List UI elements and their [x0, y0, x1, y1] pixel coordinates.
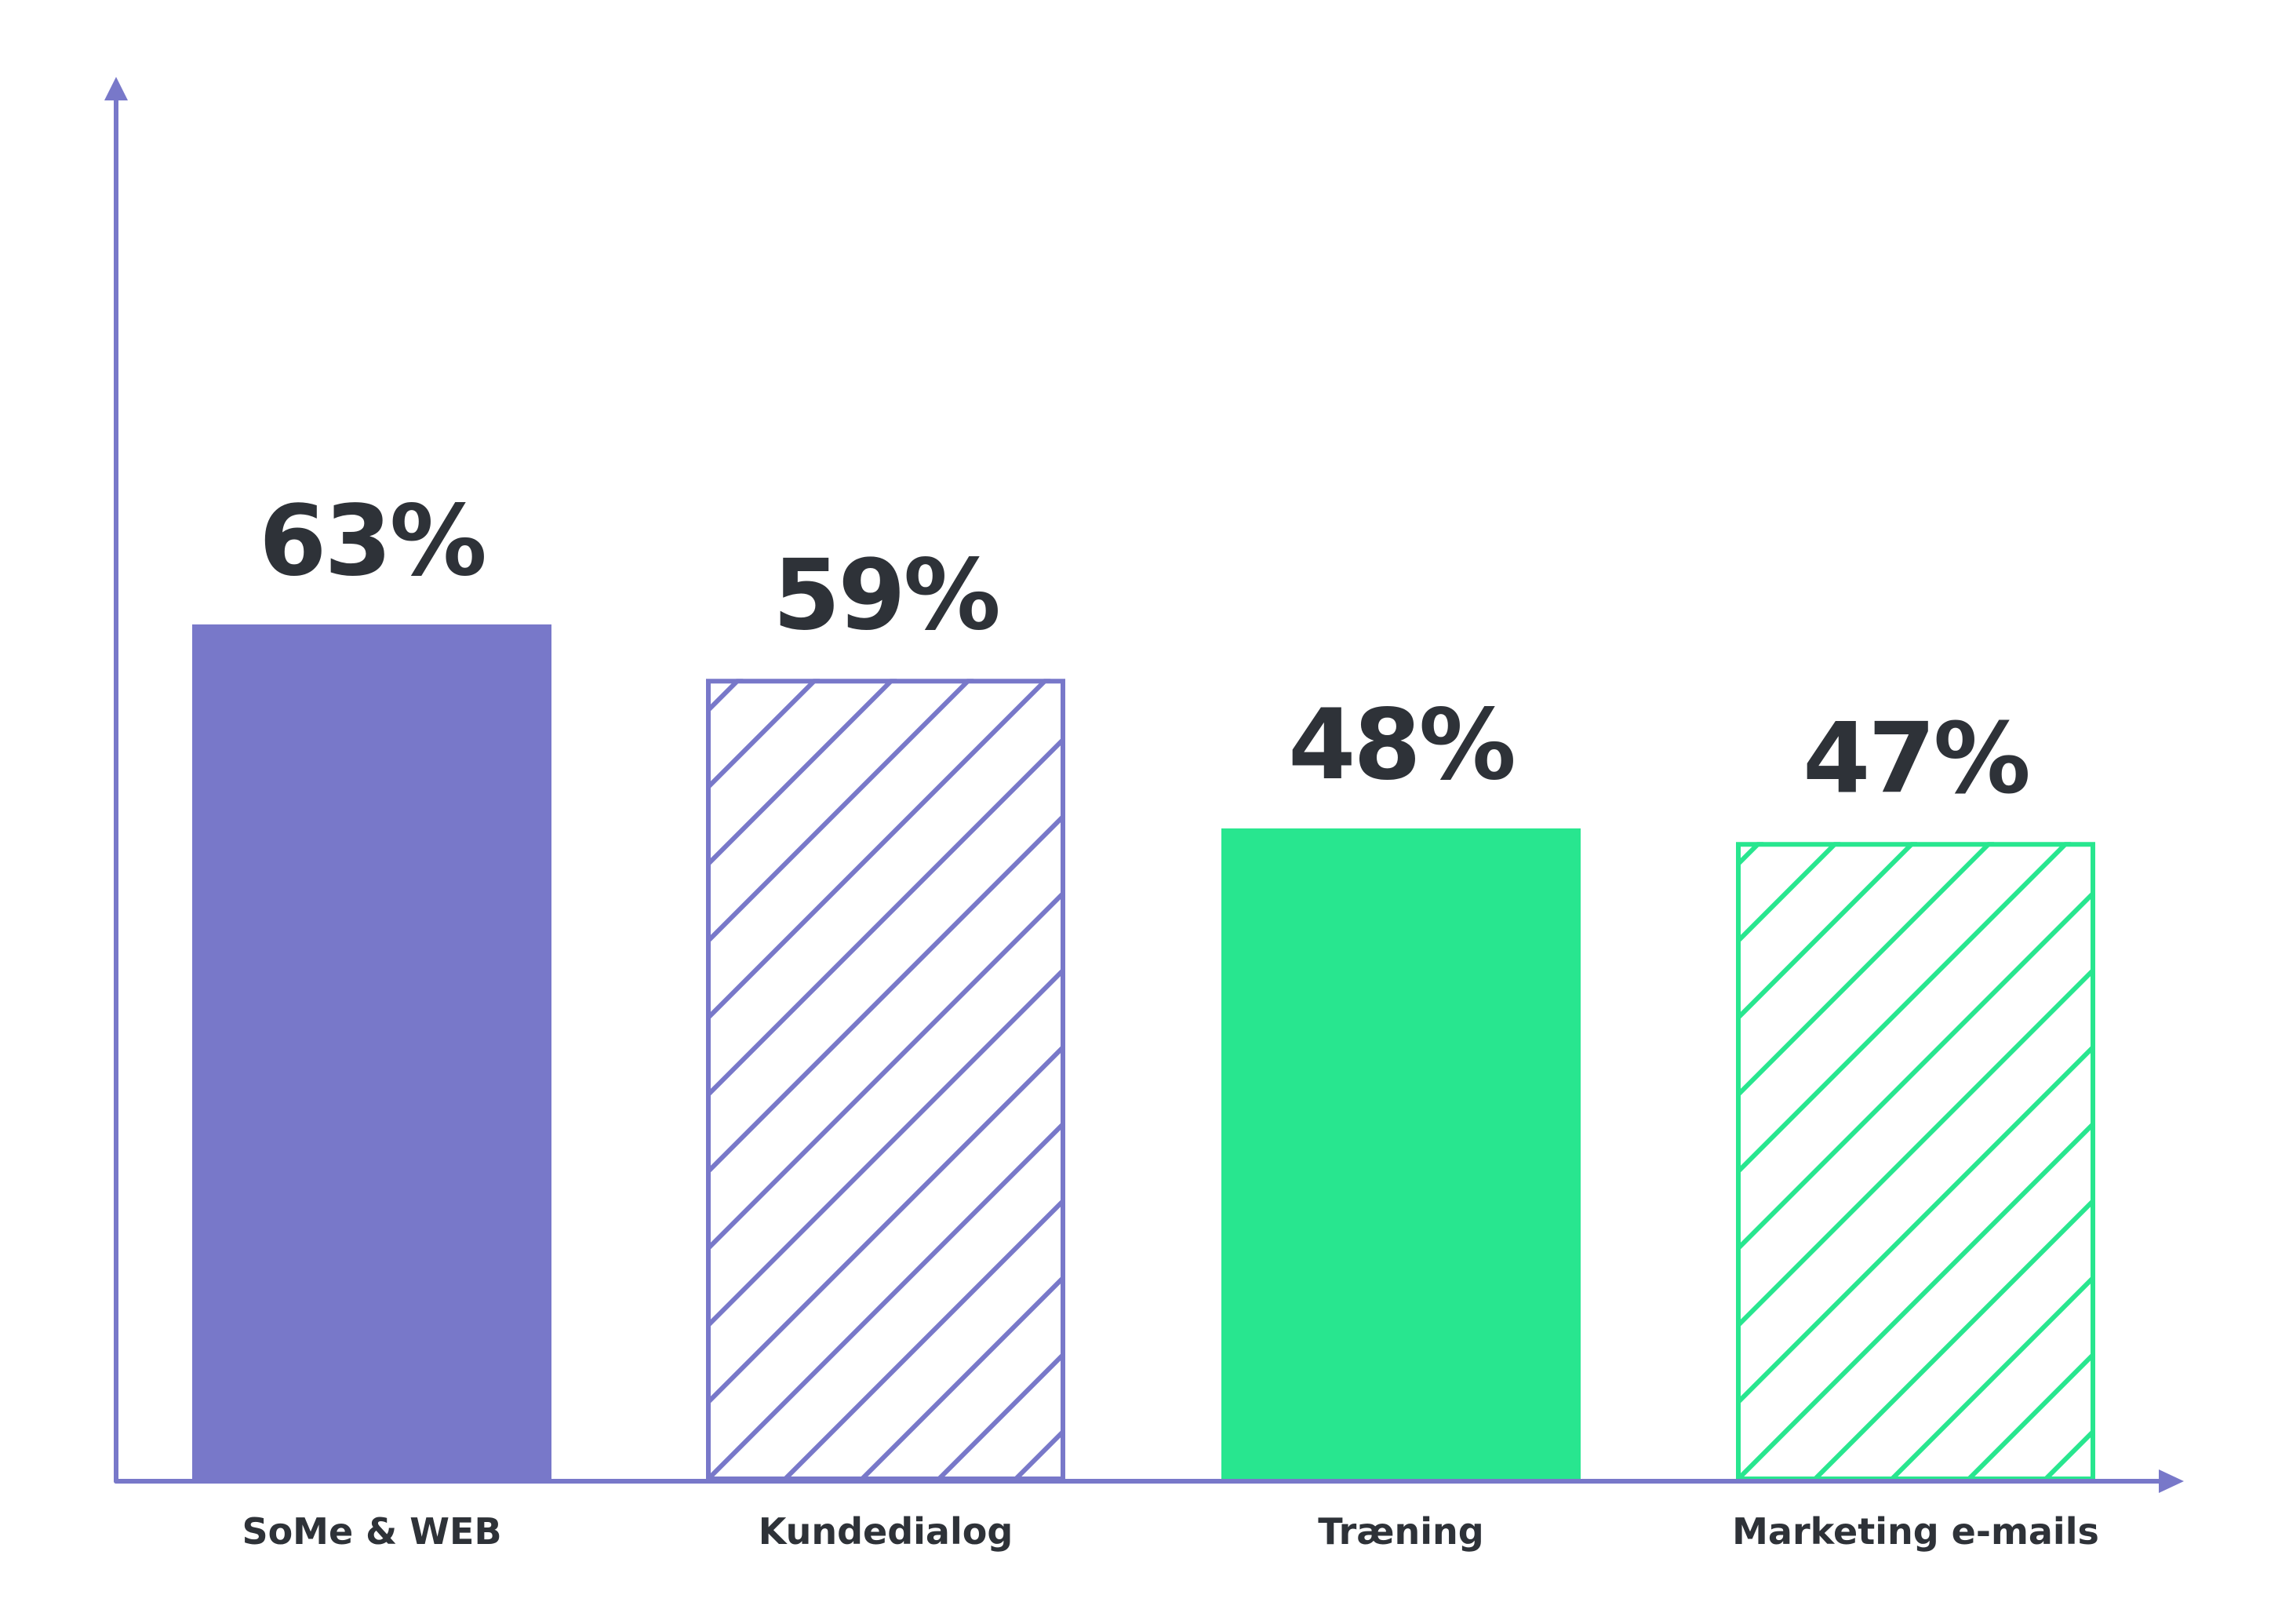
- category-label-træning: Træning: [1318, 1510, 1483, 1553]
- category-label-some-web: SoMe & WEB: [242, 1510, 501, 1553]
- x-axis-arrow: [2159, 1469, 2184, 1493]
- bars-layer: [192, 624, 2095, 1481]
- labels-layer: 63% SoMe & WEB 59% Kundedialog 48% Træning 47%…: [242, 485, 2098, 1553]
- bar-outline: [706, 679, 1065, 1481]
- bar-hatch: [706, 679, 1065, 1481]
- category-label-marketing-e-mails: Marketing e-mails: [1732, 1510, 2099, 1553]
- bar-marketing-e-mails: [1736, 842, 2095, 1481]
- value-label-træning: 48%: [1288, 689, 1514, 802]
- y-axis-arrow: [104, 77, 128, 100]
- bar-outline: [1736, 842, 2095, 1481]
- bar-some-web: [192, 624, 551, 1481]
- bar-træning: [1221, 828, 1581, 1481]
- value-label-marketing-e-mails: 47%: [1803, 702, 2029, 815]
- axes-layer: [104, 77, 2184, 1493]
- value-label-kundedialog: 59%: [773, 539, 999, 652]
- bar-hatch: [1736, 842, 2095, 1481]
- bar-kundedialog: [706, 679, 1065, 1481]
- category-label-kundedialog: Kundedialog: [759, 1510, 1013, 1553]
- value-label-some-web: 63%: [259, 485, 485, 598]
